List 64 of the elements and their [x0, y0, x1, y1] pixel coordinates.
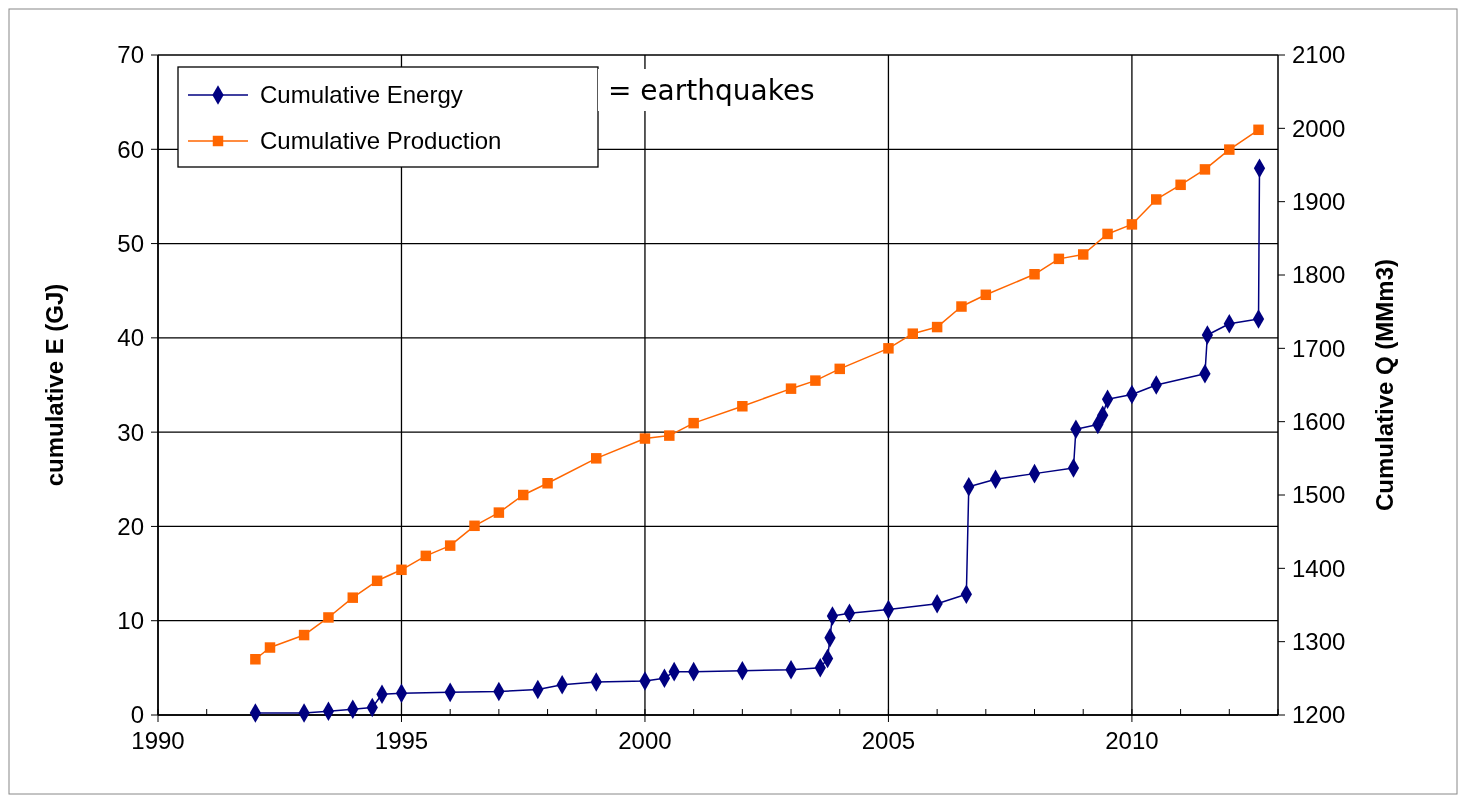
point	[542, 478, 553, 489]
y2-tick-label: 1900	[1292, 188, 1346, 216]
y-axis-title: cumulative E (GJ)	[41, 283, 68, 487]
y2-tick-label: 1200	[1292, 701, 1346, 729]
point	[1126, 219, 1138, 230]
point	[1199, 164, 1211, 175]
x-tick-label: 2000	[618, 727, 672, 754]
point	[264, 642, 276, 653]
point	[1029, 269, 1040, 280]
point	[1253, 124, 1264, 136]
y2-tick-label: 1300	[1292, 628, 1346, 656]
point	[1102, 228, 1113, 240]
y2-tick-label: 2100	[1292, 41, 1346, 69]
y2-tick-label: 2000	[1292, 114, 1346, 142]
point	[785, 383, 797, 394]
point	[931, 321, 943, 333]
point	[298, 629, 310, 641]
point	[1053, 253, 1065, 265]
y-tick-label: 20	[117, 512, 144, 540]
x-tick-label: 1990	[131, 727, 185, 754]
y-tick-label: 40	[117, 324, 144, 352]
legend-label: Cumulative Production	[260, 127, 502, 155]
point	[493, 507, 505, 518]
point	[956, 301, 967, 312]
point	[347, 592, 359, 603]
point	[834, 363, 845, 375]
y-tick-label: 50	[117, 229, 144, 257]
point	[396, 564, 407, 576]
point	[980, 289, 992, 301]
y2-tick-label: 1600	[1292, 408, 1346, 436]
point	[444, 540, 456, 551]
point	[883, 343, 894, 354]
y-tick-label: 0	[130, 701, 144, 729]
point	[688, 417, 699, 429]
point	[907, 328, 919, 339]
point	[323, 612, 334, 623]
y2-tick-label: 1700	[1292, 334, 1346, 362]
x-tick-label: 2005	[861, 727, 916, 754]
y-tick-label: 10	[117, 607, 144, 635]
point	[250, 654, 261, 665]
point	[591, 453, 602, 464]
point	[371, 575, 383, 587]
y2-tick-label: 1400	[1292, 554, 1346, 582]
point	[1224, 144, 1235, 155]
point	[517, 489, 529, 501]
point	[664, 430, 675, 441]
point	[639, 433, 651, 444]
y2-axis-title: Cumulative Q (MMm3)	[1371, 258, 1398, 512]
point	[420, 550, 432, 562]
y-tick-label: 30	[117, 418, 144, 446]
legend-label: Cumulative Energy	[260, 81, 463, 109]
point	[810, 375, 821, 386]
point	[1175, 179, 1186, 191]
x-tick-label: 1995	[374, 727, 429, 754]
point	[737, 401, 748, 412]
point	[1151, 194, 1162, 205]
annotation: = earthquakes	[608, 74, 815, 107]
y2-tick-label: 1800	[1292, 261, 1346, 289]
y-tick-label: 70	[117, 41, 144, 69]
point	[1077, 249, 1089, 260]
y-tick-label: 60	[117, 135, 144, 163]
point	[469, 520, 480, 532]
y2-tick-label: 1500	[1292, 481, 1346, 509]
x-tick-label: 2010	[1105, 727, 1159, 754]
